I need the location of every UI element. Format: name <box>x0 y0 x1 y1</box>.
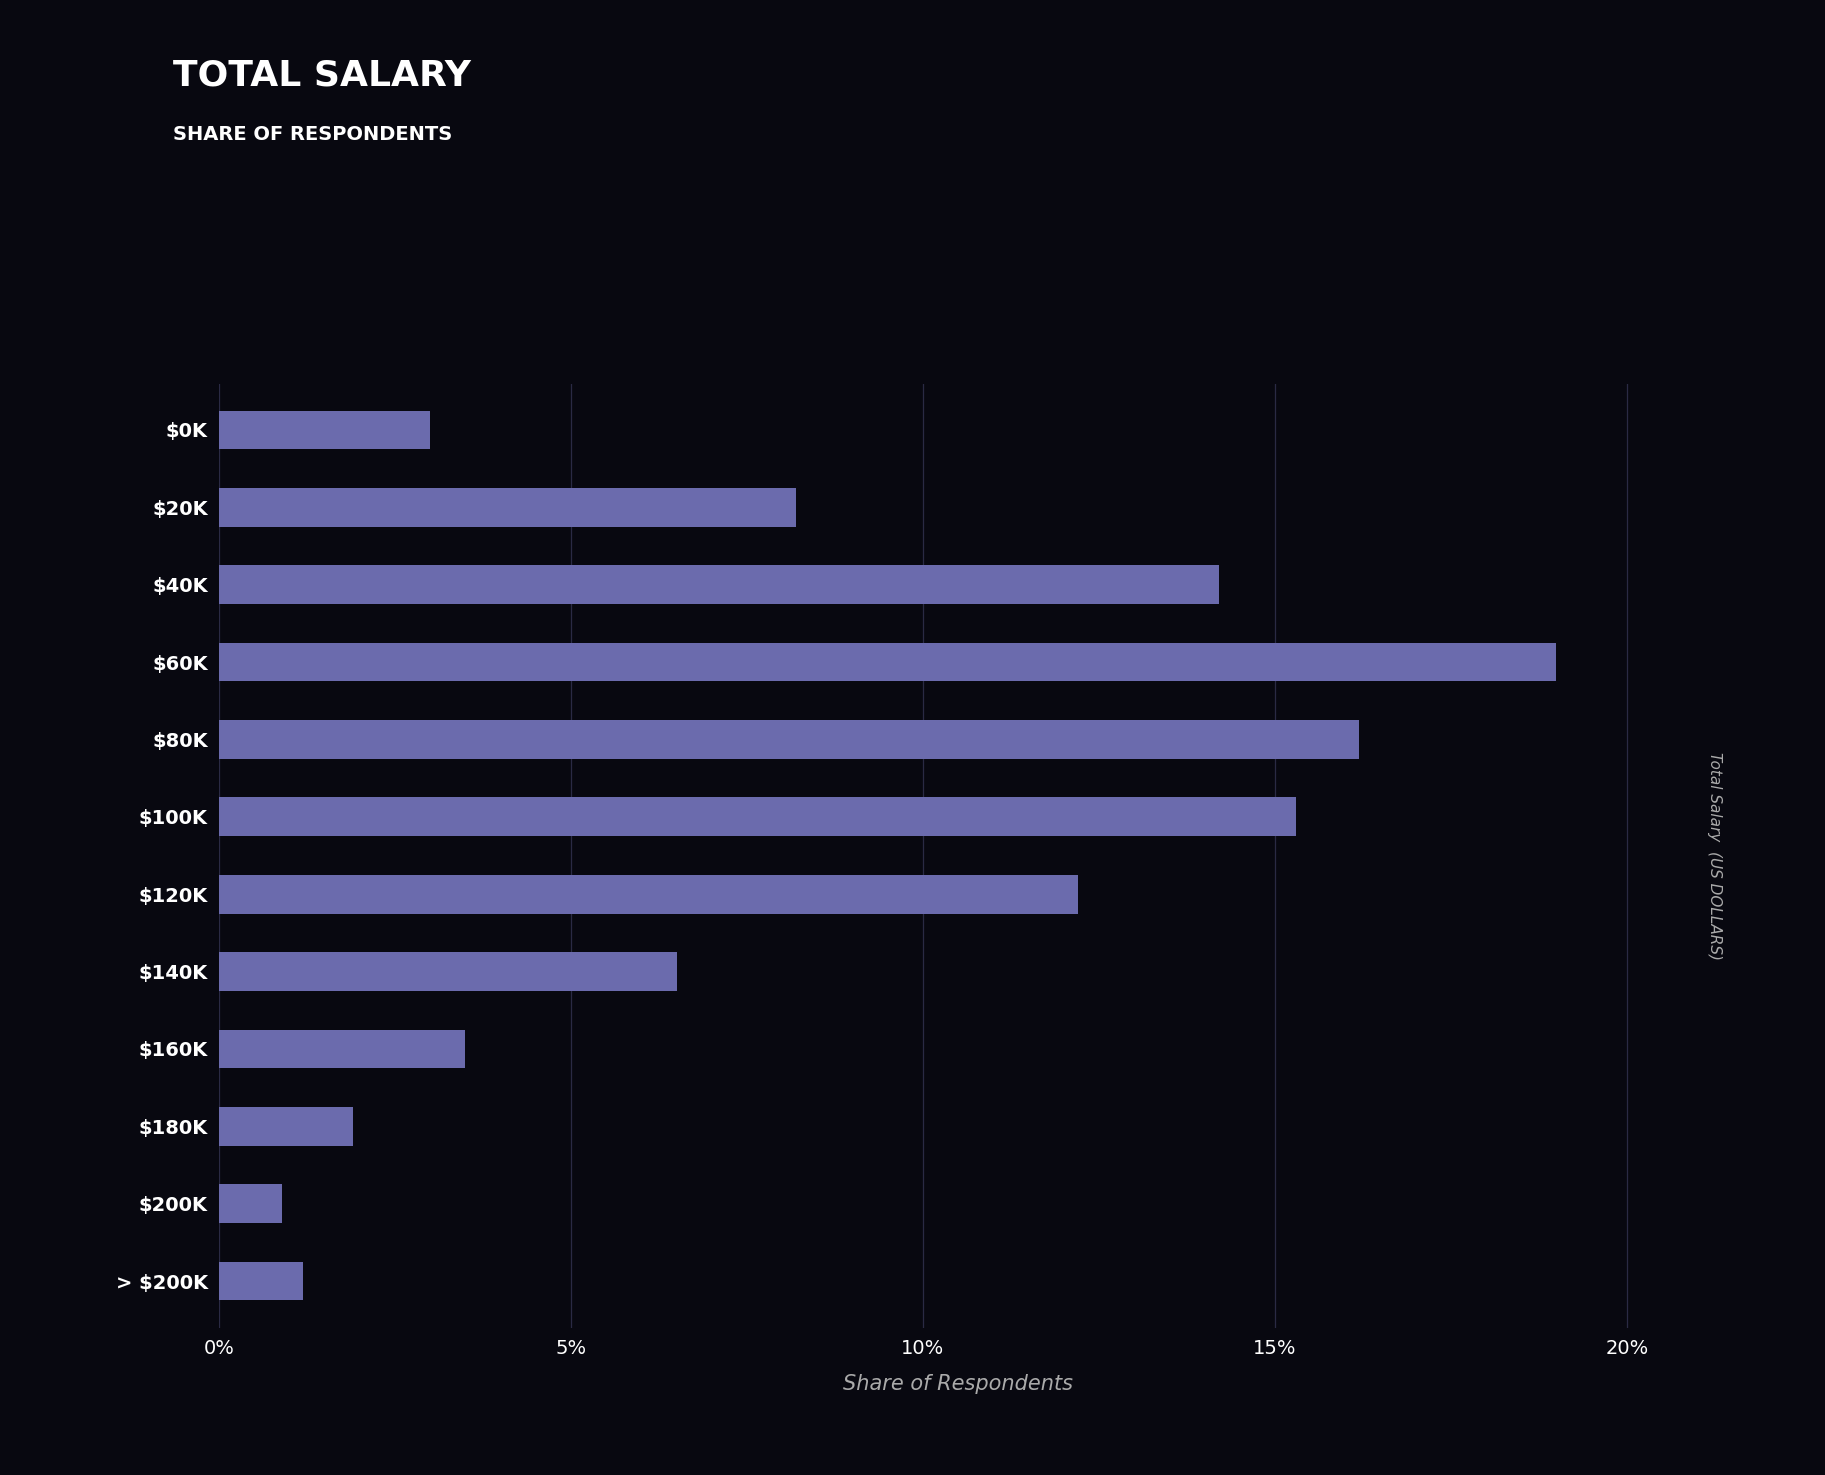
Text: SHARE OF RESPONDENTS: SHARE OF RESPONDENTS <box>173 125 453 145</box>
Bar <box>219 720 1360 758</box>
Bar <box>219 798 1296 836</box>
Bar <box>219 1030 465 1068</box>
Bar <box>219 565 1219 605</box>
Bar <box>219 1184 283 1223</box>
Bar <box>219 410 431 450</box>
Bar <box>219 1261 303 1301</box>
X-axis label: Share of Respondents: Share of Respondents <box>843 1375 1073 1394</box>
Bar <box>219 488 796 527</box>
Text: TOTAL SALARY: TOTAL SALARY <box>173 59 471 93</box>
Bar <box>219 875 1079 913</box>
Bar <box>219 643 1557 681</box>
Bar <box>219 953 677 991</box>
Y-axis label: Total Salary  (US DOLLARS): Total Salary (US DOLLARS) <box>1706 751 1723 960</box>
Bar <box>219 1106 352 1146</box>
